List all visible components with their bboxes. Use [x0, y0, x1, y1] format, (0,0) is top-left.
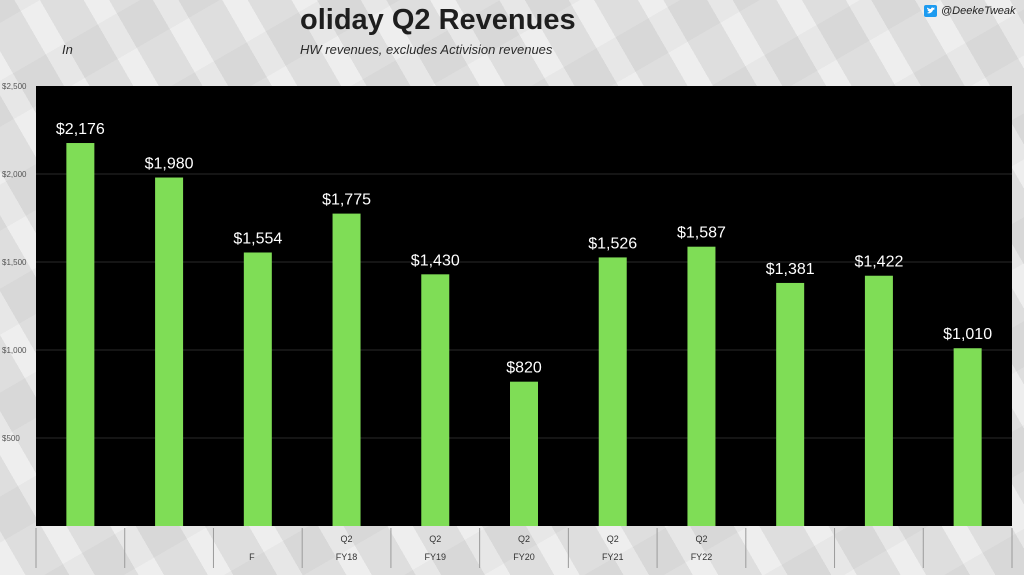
x-tick-label-fiscal-year: FY19 [425, 552, 447, 562]
twitter-icon [924, 5, 937, 17]
x-tick-label-fiscal-year: FY21 [602, 552, 624, 562]
bar-value-label: $1,010 [943, 326, 992, 343]
bar [510, 381, 538, 526]
x-tick-label-fiscal-year: FY20 [513, 552, 535, 562]
bar [421, 274, 450, 526]
y-tick-label: $1,500 [2, 258, 27, 267]
bar [598, 257, 627, 526]
bar [864, 275, 893, 526]
bar [243, 252, 272, 526]
bar-value-label: $1,430 [411, 252, 460, 269]
bar-value-label: $2,176 [56, 121, 105, 138]
x-tick-label-quarter: Q2 [429, 534, 441, 544]
bar-value-label: $1,587 [677, 225, 726, 242]
x-tick-label-quarter: Q2 [518, 534, 530, 544]
x-tick-label-fiscal-year: F [249, 552, 255, 562]
y-tick-label: $2,000 [2, 170, 27, 179]
bar-value-label: $820 [506, 360, 542, 377]
bar-value-label: $1,980 [145, 156, 194, 173]
y-tick-label: $2,500 [2, 82, 27, 91]
x-tick-label-quarter: Q2 [341, 534, 353, 544]
bar [66, 143, 95, 527]
chart-subtitle: HW revenues, excludes Activision revenue… [300, 42, 553, 57]
bar [776, 282, 805, 526]
twitter-handle[interactable]: @DeekeTweak [924, 5, 1016, 17]
x-tick-label-quarter: Q2 [695, 534, 707, 544]
bar [953, 348, 982, 526]
y-tick-label: $1,000 [2, 346, 27, 355]
bar-value-label: $1,422 [854, 254, 903, 271]
bar [155, 177, 184, 526]
chart-subtitle-prefix: In [62, 42, 73, 57]
bar-value-label: $1,775 [322, 192, 371, 209]
chart-title: oliday Q2 Revenues [300, 4, 576, 36]
bar-value-label: $1,526 [588, 235, 637, 252]
bar [687, 246, 716, 527]
bar [332, 213, 361, 526]
x-tick-label-quarter: Q2 [607, 534, 619, 544]
bar-value-label: $1,381 [766, 261, 815, 278]
x-tick-label-fiscal-year: FY22 [691, 552, 713, 562]
x-tick-label-fiscal-year: FY18 [336, 552, 358, 562]
bar-value-label: $1,554 [233, 230, 282, 247]
twitter-handle-text: @DeekeTweak [941, 5, 1016, 17]
y-tick-label: $500 [2, 434, 20, 443]
